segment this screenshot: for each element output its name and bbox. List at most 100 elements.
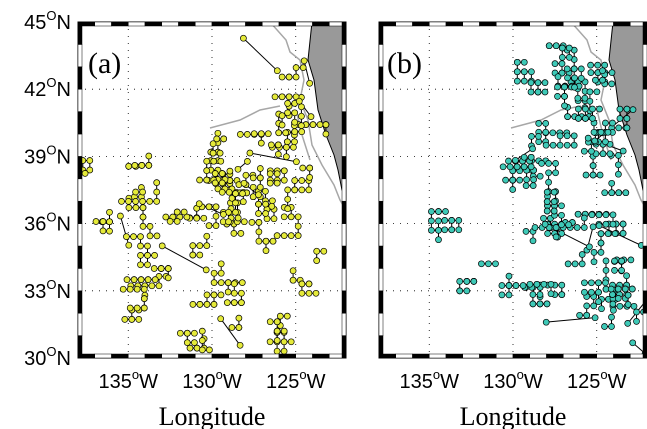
float-observation-marker [226, 167, 234, 175]
latitude-tick-label: 39ON [24, 142, 71, 168]
float-observation-marker [224, 288, 232, 296]
float-observation-marker [527, 153, 535, 161]
float-observation-marker [269, 197, 276, 205]
float-observation-marker [273, 67, 281, 75]
latitude-tick-label: 45ON [24, 8, 71, 34]
float-observation-marker [623, 115, 631, 122]
float-observation-marker [210, 301, 218, 308]
float-observation-marker [133, 304, 141, 312]
float-observation-marker [205, 203, 213, 211]
frame-segment-right [341, 133, 347, 157]
float-observation-marker [280, 232, 288, 239]
frame-segment-top [178, 21, 196, 27]
float-observation-marker [523, 176, 530, 183]
float-observation-marker [618, 267, 625, 274]
float-observation-marker [125, 204, 133, 211]
float-observation-marker [292, 64, 300, 71]
float-observation-marker [531, 224, 539, 231]
frame-segment-right [642, 200, 647, 224]
float-observation-marker [611, 267, 618, 274]
float-observation-marker [602, 279, 609, 287]
float-observation-marker [565, 221, 572, 229]
float-observation-marker [137, 233, 144, 240]
float-observation-marker [604, 230, 612, 237]
float-observation-marker [203, 157, 211, 165]
float-observation-marker [86, 166, 94, 174]
float-track-long [243, 37, 278, 72]
float-observation-marker [195, 200, 203, 208]
float-observation-marker [615, 161, 622, 169]
float-observation-marker [274, 141, 282, 149]
float-observation-marker [225, 188, 233, 196]
frame-segment-top [479, 21, 497, 27]
float-observation-marker [145, 162, 153, 169]
frame-segment-top [278, 21, 296, 27]
float-observation-marker [580, 147, 588, 155]
float-observation-marker [99, 218, 107, 225]
float-observation-marker [611, 230, 619, 237]
float-observation-marker [255, 200, 262, 208]
float-observation-marker [574, 210, 582, 218]
float-observation-marker [236, 131, 244, 138]
float-observation-marker [552, 233, 560, 241]
float-observation-marker [232, 199, 239, 207]
frame-segment-right [341, 245, 347, 269]
frame-segment-right [642, 223, 647, 247]
float-observation-marker [217, 279, 225, 286]
float-track [292, 270, 301, 281]
float-observation-marker [257, 139, 265, 147]
float-observation-marker [218, 170, 226, 177]
float-observation-marker [262, 200, 269, 208]
float-observation-marker [599, 67, 606, 75]
float-observation-marker [589, 105, 596, 113]
float-observation-marker [571, 83, 578, 91]
float-observation-marker [618, 257, 625, 265]
float-observation-marker [256, 165, 264, 172]
frame-segment-top [312, 21, 330, 27]
float-observation-marker [609, 291, 616, 298]
float-observation-marker [196, 242, 204, 249]
float-observation-marker [456, 278, 464, 285]
panel-a-longitude-tick-labels: 135oW 130oW 125oW [99, 367, 326, 393]
float-observation-marker [542, 120, 550, 127]
float-observation-marker [246, 149, 254, 157]
float-observation-marker [206, 346, 213, 354]
float-observation-marker [153, 179, 161, 186]
frame-segment-top [445, 21, 463, 27]
frame-segment-top [563, 21, 581, 27]
float-observation-marker [256, 174, 264, 182]
float-observation-marker [455, 226, 463, 234]
frame-segment-right [642, 312, 647, 336]
float-observation-marker [151, 276, 159, 283]
float-observation-marker [275, 129, 283, 137]
float-observation-marker [575, 115, 582, 122]
float-observation-marker [628, 285, 636, 293]
frame-segment-right [642, 88, 647, 112]
float-observation-marker [212, 222, 220, 229]
float-observation-marker [573, 224, 581, 231]
frame-segment-bottom [496, 353, 514, 359]
float-observation-marker [298, 280, 306, 288]
float-observation-marker [164, 274, 172, 282]
float-observation-marker [574, 94, 582, 102]
float-observation-marker [616, 105, 624, 113]
float-observation-marker [601, 323, 608, 330]
float-observation-marker [224, 279, 232, 286]
float-observation-marker [239, 198, 247, 206]
float-observation-marker [591, 137, 599, 145]
frame-segment-bottom [412, 353, 430, 359]
frame-segment-left [77, 245, 83, 269]
float-observation-marker [280, 327, 288, 335]
float-observation-marker [240, 179, 248, 187]
float-observation-marker [210, 279, 218, 286]
float-observation-marker [549, 141, 557, 149]
float-observation-marker [230, 230, 238, 237]
float-observation-marker [543, 188, 551, 196]
float-observation-marker [616, 302, 624, 310]
float-observation-marker [203, 176, 211, 184]
float-observation-marker [529, 145, 536, 153]
longitude-tick-label: 125oW [266, 367, 326, 393]
panel-a-x-axis-title: Longitude [159, 402, 266, 429]
frame-segment-bottom [295, 353, 313, 359]
